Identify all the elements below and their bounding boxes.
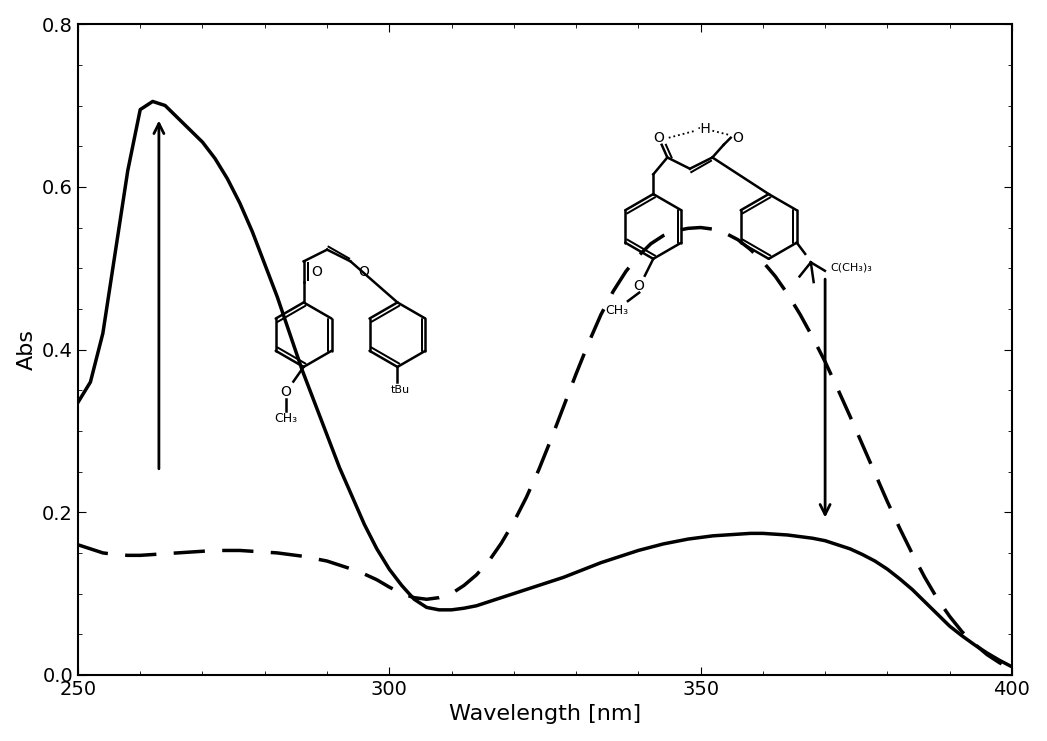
Text: O: O xyxy=(653,130,665,144)
Text: O: O xyxy=(281,385,291,399)
Text: O: O xyxy=(311,265,322,279)
Text: tBu: tBu xyxy=(391,385,410,396)
Text: CH₃: CH₃ xyxy=(605,305,628,317)
X-axis label: Wavelength [nm]: Wavelength [nm] xyxy=(449,705,641,725)
Text: C(CH₃)₃: C(CH₃)₃ xyxy=(830,263,872,273)
Text: O: O xyxy=(633,279,645,293)
Text: O: O xyxy=(358,265,370,279)
Y-axis label: Abs: Abs xyxy=(17,329,37,370)
Text: ·H: ·H xyxy=(696,122,711,136)
Text: CH₃: CH₃ xyxy=(274,412,297,425)
Text: O: O xyxy=(732,130,743,144)
